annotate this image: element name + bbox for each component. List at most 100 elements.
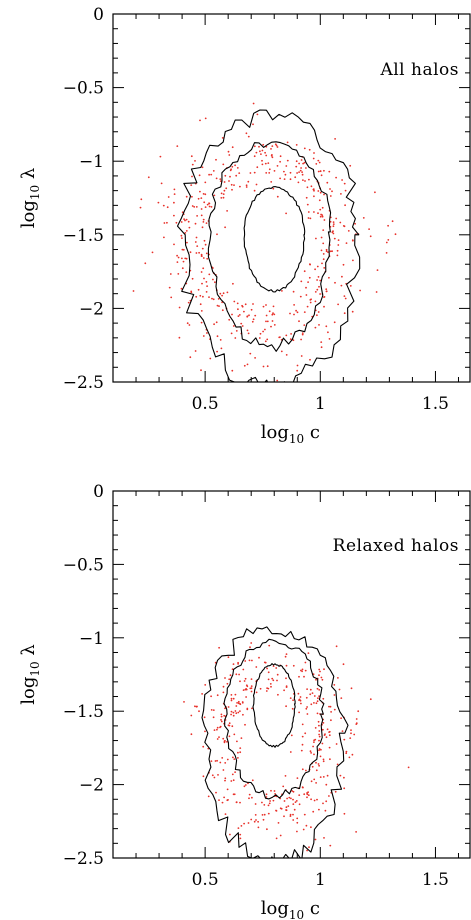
scatter-point	[267, 162, 270, 165]
scatter-point	[216, 728, 218, 731]
scatter-point	[245, 684, 248, 687]
scatter-point	[299, 699, 302, 702]
scatter-point	[285, 809, 287, 811]
scatter-point	[318, 199, 321, 202]
scatter-point	[265, 154, 268, 157]
scatter-point	[163, 236, 165, 239]
scatter-point	[343, 738, 346, 741]
scatter-point	[310, 703, 313, 706]
scatter-point	[180, 287, 183, 290]
scatter-point	[157, 201, 160, 204]
scatter-point	[250, 308, 253, 311]
scatter-point	[235, 330, 238, 332]
scatter-point	[190, 184, 193, 187]
scatter-point	[267, 678, 270, 681]
scatter-point	[206, 332, 208, 334]
scatter-point	[237, 711, 240, 714]
scatter-point	[212, 716, 215, 719]
scatter-point	[220, 720, 223, 723]
scatter-point	[289, 815, 292, 817]
scatter-point	[250, 685, 253, 687]
scatter-point	[296, 172, 298, 174]
scatter-point	[285, 212, 287, 215]
scatter-point	[317, 311, 320, 313]
scatter-point	[341, 730, 344, 732]
scatter-point	[236, 167, 239, 169]
scatter-point	[222, 292, 225, 295]
scatter-point	[173, 214, 175, 217]
panel-2: 0.5 1 1.5 0 −0.5 −1 −1.5 −2 −2.5 Relaxed halos log…	[18, 482, 471, 920]
scatter-point	[337, 239, 340, 242]
scatter-point	[335, 743, 338, 745]
y-axis-label: log10 λ	[18, 168, 42, 229]
scatter-point	[271, 145, 274, 148]
scatter-point	[248, 793, 251, 796]
scatter-point	[313, 702, 315, 704]
scatter-point	[195, 236, 198, 239]
scatter-point	[303, 324, 306, 326]
scatter-point	[184, 232, 187, 234]
scatter-point	[305, 294, 308, 296]
scatter-point	[215, 158, 217, 161]
scatter-point	[217, 774, 219, 776]
scatter-point	[302, 828, 305, 831]
scatter-point	[320, 174, 323, 177]
scatter-point	[275, 837, 278, 840]
scatter-point	[238, 673, 241, 676]
scatter-point	[245, 186, 248, 188]
scatter-point	[253, 155, 256, 158]
scatter-point	[331, 250, 333, 253]
scatter-point	[194, 705, 196, 708]
scatter-point	[184, 219, 186, 222]
scatter-point	[268, 802, 271, 805]
scatter-point	[220, 719, 222, 721]
scatter-point	[200, 197, 203, 200]
scatter-point	[315, 761, 317, 764]
scatter-point	[323, 267, 326, 269]
scatter-point	[319, 670, 321, 673]
scatter-point	[322, 760, 325, 763]
scatter-point	[345, 242, 348, 245]
scatter-point	[289, 697, 292, 699]
scatter-point	[289, 813, 292, 816]
scatter-point	[167, 196, 170, 198]
scatter-point	[234, 710, 237, 712]
scatter-point	[310, 185, 313, 188]
y-tick-label: −2	[79, 299, 104, 319]
scatter-point	[198, 710, 200, 713]
scatter-point	[285, 165, 288, 167]
scatter-point	[300, 338, 302, 341]
scatter-point	[335, 176, 337, 179]
scatter-point	[385, 241, 388, 244]
scatter-point	[318, 695, 320, 697]
scatter-point	[253, 171, 256, 174]
scatter-point	[314, 838, 317, 841]
scatter-point	[321, 262, 323, 265]
scatter-point	[268, 310, 271, 313]
scatter-point	[240, 322, 243, 325]
scatter-point	[255, 666, 258, 668]
scatter-point	[336, 763, 339, 766]
scatter-point	[207, 795, 210, 798]
panel-label: All halos	[379, 60, 459, 80]
scatter-point	[293, 304, 295, 306]
scatter-point	[308, 276, 311, 279]
scatter-point	[313, 778, 316, 781]
scatter-point	[202, 193, 205, 195]
scatter-point	[266, 828, 268, 831]
scatter-point	[132, 290, 135, 292]
scatter-point	[299, 295, 302, 298]
scatter-point	[295, 144, 298, 146]
scatter-point	[286, 797, 288, 800]
scatter-point	[272, 679, 275, 682]
scatter-point	[194, 350, 197, 352]
scatter-point	[162, 204, 165, 207]
scatter-point	[320, 748, 322, 751]
scatter-point	[316, 288, 319, 291]
scatter-point	[253, 189, 256, 192]
scatter-point	[315, 702, 318, 705]
scatter-point	[236, 740, 238, 743]
scatter-point	[226, 758, 229, 761]
scatter-point	[321, 678, 324, 681]
scatter-point	[205, 252, 208, 255]
